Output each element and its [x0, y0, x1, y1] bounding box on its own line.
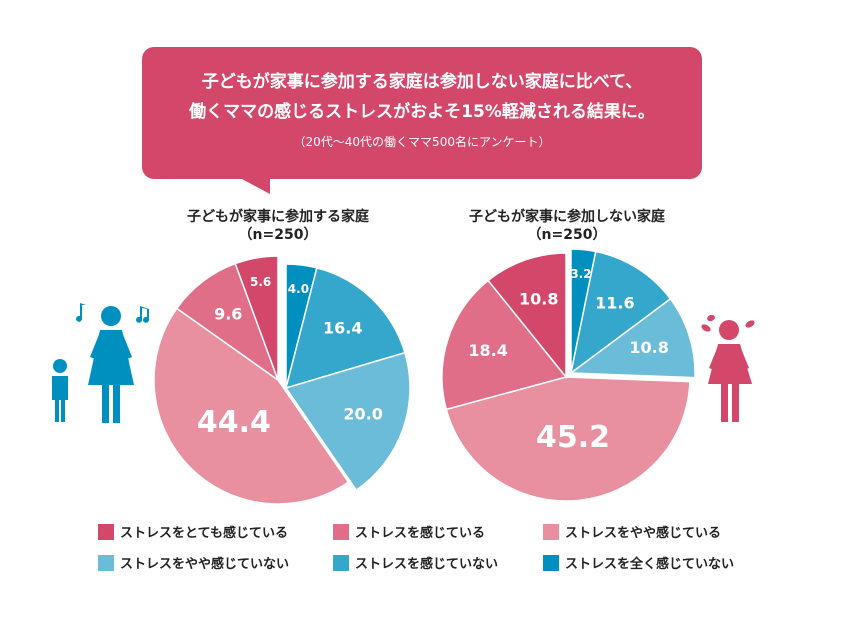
pie1-title: 子どもが家事に参加する家庭: [187, 209, 369, 225]
pie1-title-block: 子どもが家事に参加する家庭 （n=250）: [148, 208, 408, 244]
pie2-slice: [568, 297, 696, 379]
legend-item: ストレスをやや感じている: [543, 522, 773, 541]
pie1-slice: [234, 255, 279, 381]
pie1-subtitle: （n=250）: [238, 227, 318, 243]
legend: ストレスをとても感じている ストレスを感じている ストレスをやや感じている ストレスを…: [98, 522, 773, 572]
headline-banner: 子どもが家事に参加する家庭は参加しない家庭に比べて、 働くママの感じるストレスが…: [142, 47, 702, 179]
legend-swatch: [543, 523, 559, 540]
legend-item: ストレスを感じている: [333, 522, 543, 541]
legend-item: ストレスをとても感じている: [98, 522, 333, 541]
banner-tail: [240, 178, 270, 194]
pie2-slice: [569, 250, 672, 375]
pie2-data-label: 11.6: [595, 293, 634, 312]
pie1-data-label: 9.6: [214, 305, 242, 324]
pie1-slice: [284, 266, 406, 390]
headline-line2: 働くママの感じるストレスがおよそ15%軽減される結果に。: [189, 102, 655, 122]
legend-label: ストレスをとても感じている: [120, 526, 288, 541]
pie2-data-label: 10.8: [629, 338, 668, 357]
pie1-data-label: 5.6: [250, 275, 271, 289]
pie2-data-label: 45.2: [536, 420, 610, 455]
pie2-data-label: 10.8: [519, 289, 558, 308]
pie1-slice: [175, 262, 280, 383]
legend-swatch: [543, 554, 559, 571]
pie2-title-block: 子どもが家事に参加しない家庭 （n=250）: [437, 208, 697, 244]
legend-label: ストレスを全く感じていない: [565, 557, 735, 572]
mother-child-music-icon: [52, 303, 149, 423]
legend-label: ストレスをやや感じている: [565, 526, 722, 541]
pie2-slice: [441, 279, 568, 411]
legend-label: ストレスをやや感じていない: [120, 557, 290, 572]
pie1-data-label: 16.4: [323, 319, 362, 338]
legend-label: ストレスを感じている: [355, 526, 486, 541]
legend-label: ストレスを感じていない: [355, 557, 499, 572]
pie1-slice: [284, 351, 411, 492]
pie1-data-label: 44.4: [197, 405, 271, 440]
pie2-subtitle: （n=250）: [527, 227, 607, 243]
pie2-slice: [445, 376, 691, 502]
pie1-slice: [153, 307, 350, 505]
legend-swatch: [98, 554, 114, 571]
pie2-data-label: 3.2: [570, 267, 591, 281]
pie1-data-label: 20.0: [343, 405, 382, 424]
legend-swatch: [333, 523, 349, 540]
pie2-data-label: 18.4: [468, 341, 507, 360]
survey-note: （20代～40代の働くママ500名にアンケート）: [293, 135, 551, 149]
legend-swatch: [333, 554, 349, 571]
pie1-data-label: 4.0: [288, 282, 309, 296]
stressed-girl-icon: [701, 314, 755, 422]
legend-item: ストレスをやや感じていない: [98, 553, 333, 572]
legend-swatch: [98, 523, 114, 540]
pie2-title: 子どもが家事に参加しない家庭: [469, 209, 665, 225]
pie2-slice: [487, 252, 567, 380]
legend-item: ストレスを全く感じていない: [543, 553, 773, 572]
headline-line1: 子どもが家事に参加する家庭は参加しない家庭に比べて、: [201, 72, 643, 92]
legend-item: ストレスを感じていない: [333, 553, 543, 572]
